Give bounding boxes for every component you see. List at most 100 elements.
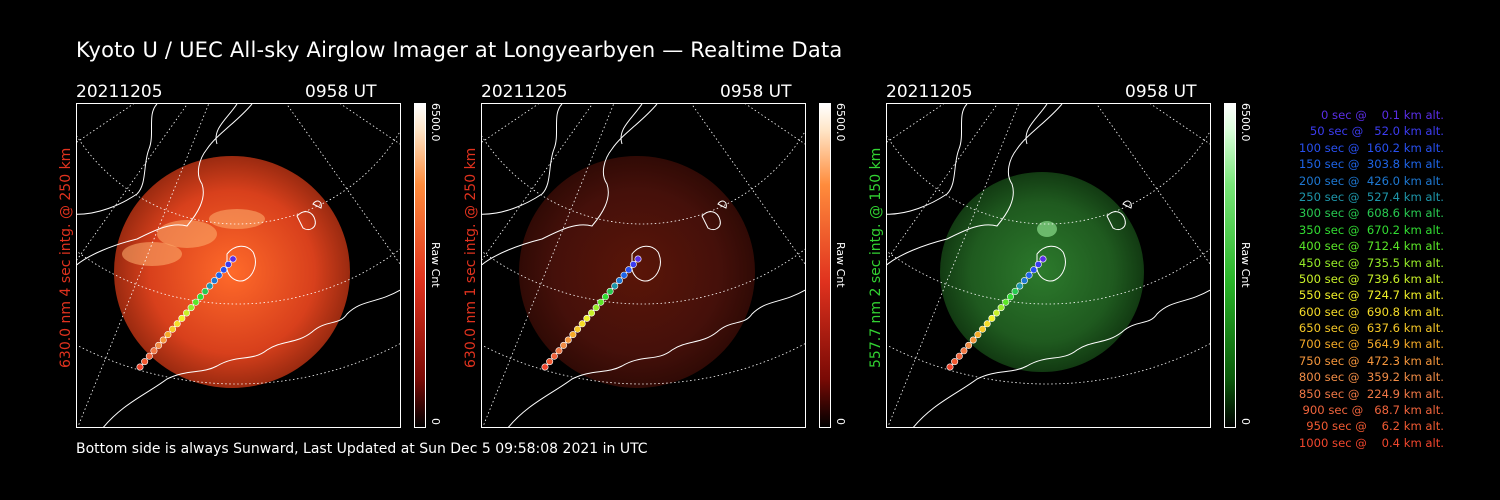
trajectory-point — [965, 341, 973, 349]
trajectory-point — [164, 331, 172, 339]
trajectory-point — [1020, 277, 1028, 285]
trajectory-point — [178, 314, 186, 322]
panel-2-image — [481, 103, 806, 428]
trajectory-point — [192, 298, 200, 306]
page-title: Kyoto U / UEC All-sky Airglow Imager at … — [76, 38, 843, 62]
legend-entry: 600 sec @ 690.8 km alt. — [1295, 304, 1444, 319]
trajectory-point — [983, 320, 991, 328]
trajectory-point — [988, 314, 996, 322]
panel-3-image — [886, 103, 1211, 428]
trajectory-point — [564, 336, 572, 344]
legend-entry: 500 sec @ 739.6 km alt. — [1295, 271, 1444, 286]
trajectory-point — [592, 304, 600, 312]
trajectory-point — [951, 358, 959, 366]
panel-1-cbar-min: 0 — [429, 418, 442, 425]
trajectory-point — [574, 325, 582, 333]
trajectory-point — [634, 255, 642, 263]
trajectory-point — [201, 287, 209, 295]
trajectory-legend: 0 sec @ 0.1 km alt. 50 sec @ 52.0 km alt… — [1262, 107, 1444, 451]
panel-1-image — [76, 103, 401, 428]
trajectory-point — [550, 352, 558, 360]
trajectory-point — [569, 331, 577, 339]
trajectory-point — [173, 320, 181, 328]
trajectory-point — [155, 341, 163, 349]
panel-1-cbar-unit: Raw Cnt — [429, 242, 442, 288]
trajectory-point — [541, 363, 549, 371]
trajectory-point — [183, 309, 191, 317]
trajectory-point — [210, 277, 218, 285]
trajectory-point — [993, 309, 1001, 317]
panel-3-colorbar — [1224, 103, 1236, 428]
panel-1-date: 20211205 — [76, 82, 163, 102]
trajectory-point — [150, 347, 158, 355]
trajectory-point — [1039, 255, 1047, 263]
panel-3-date: 20211205 — [886, 82, 973, 102]
trajectory-point — [1034, 260, 1042, 268]
trajectory-point — [1016, 282, 1024, 290]
legend-entry: 250 sec @ 527.4 km alt. — [1295, 189, 1444, 204]
trajectory-point — [578, 320, 586, 328]
trajectory-point — [955, 352, 963, 360]
legend-entry: 50 sec @ 52.0 km alt. — [1302, 124, 1444, 139]
trajectory-point — [997, 304, 1005, 312]
trajectory-point — [1025, 271, 1033, 279]
trajectory-point — [555, 347, 563, 355]
legend-entry: 150 sec @ 303.8 km alt. — [1295, 157, 1444, 172]
trajectory-point — [215, 271, 223, 279]
panel-2-time: 0958 UT — [720, 82, 792, 102]
legend-entry: 700 sec @ 564.9 km alt. — [1295, 337, 1444, 352]
panel-3-cbar-max: 6500.0 — [1239, 103, 1252, 142]
legend-entry: 450 sec @ 735.5 km alt. — [1295, 255, 1444, 270]
panel-3-cbar-min: 0 — [1239, 418, 1252, 425]
panel-3-cbar-unit: Raw Cnt — [1239, 242, 1252, 288]
trajectory-point — [136, 363, 144, 371]
footer-note: Bottom side is always Sunward, Last Upda… — [76, 441, 648, 457]
trajectory-point — [597, 298, 605, 306]
legend-entry: 350 sec @ 670.2 km alt. — [1295, 222, 1444, 237]
legend-entry: 200 sec @ 426.0 km alt. — [1295, 173, 1444, 188]
trajectory-point — [546, 358, 554, 366]
legend-entry: 750 sec @ 472.3 km alt. — [1295, 353, 1444, 368]
trajectory-point — [560, 341, 568, 349]
trajectory-point — [588, 309, 596, 317]
trajectory-point — [974, 331, 982, 339]
trajectory-point — [196, 293, 204, 301]
trajectory-point — [229, 255, 237, 263]
trajectory-point — [969, 336, 977, 344]
legend-entry: 0 sec @ 0.1 km alt. — [1309, 108, 1444, 122]
legend-entry: 850 sec @ 224.9 km alt. — [1295, 386, 1444, 401]
panel-1-cbar-max: 6500.0 — [429, 103, 442, 142]
all-sky-image — [940, 172, 1144, 372]
trajectory-point — [960, 347, 968, 355]
legend-entry: 400 sec @ 712.4 km alt. — [1295, 239, 1444, 254]
trajectory-point — [224, 260, 232, 268]
legend-entry: 300 sec @ 608.6 km alt. — [1295, 206, 1444, 221]
trajectory-point — [611, 282, 619, 290]
panel-2-cbar-max: 6500.0 — [834, 103, 847, 142]
panel-3-vertical-label: 557.7 nm 2 sec intg. @ 150 km — [868, 147, 884, 368]
panel-1-time: 0958 UT — [305, 82, 377, 102]
trajectory-point — [620, 271, 628, 279]
legend-entry: 100 sec @ 160.2 km alt. — [1295, 140, 1444, 155]
trajectory-point — [141, 358, 149, 366]
panel-2-cbar-min: 0 — [834, 418, 847, 425]
panel-2-cbar-unit: Raw Cnt — [834, 242, 847, 288]
trajectory-point — [615, 277, 623, 285]
legend-entry: 1000 sec @ 0.4 km alt. — [1298, 435, 1444, 450]
trajectory-point — [583, 314, 591, 322]
legend-entry: 650 sec @ 637.6 km alt. — [1295, 321, 1444, 336]
trajectory-point — [1030, 266, 1038, 274]
trajectory-point — [1002, 298, 1010, 306]
panel-2-vertical-label: 630.0 nm 1 sec intg. @ 250 km — [463, 147, 479, 368]
legend-entry: 950 sec @ 6.2 km alt. — [1302, 419, 1444, 434]
trajectory-point — [169, 325, 177, 333]
panel-1-vertical-label: 630.0 nm 4 sec intg. @ 250 km — [58, 147, 74, 368]
legend-entry: 550 sec @ 724.7 km alt. — [1295, 288, 1444, 303]
trajectory-point — [1011, 287, 1019, 295]
trajectory-point — [601, 293, 609, 301]
trajectory-point — [629, 260, 637, 268]
panel-1-colorbar — [414, 103, 426, 428]
legend-entry: 900 sec @ 68.7 km alt. — [1298, 403, 1444, 418]
trajectory-point — [606, 287, 614, 295]
panel-2-colorbar — [819, 103, 831, 428]
